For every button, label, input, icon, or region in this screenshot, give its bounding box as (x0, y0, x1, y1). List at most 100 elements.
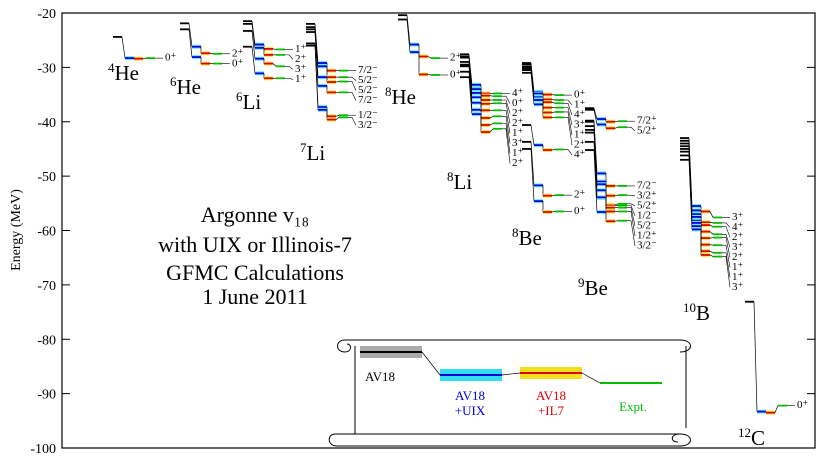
legend-connector (501, 372, 521, 376)
spin-label: 1⁺ (732, 261, 744, 273)
connector (142, 57, 147, 60)
spin-label: 0⁺ (232, 57, 244, 69)
spin-label: 7/2⁻ (358, 64, 378, 76)
label-leader (627, 194, 636, 197)
connector (406, 15, 411, 45)
connector (188, 23, 193, 47)
spin-label: 4⁺ (574, 149, 586, 161)
spin-label: 0⁺ (512, 97, 524, 109)
connector (530, 70, 535, 101)
connector (753, 301, 758, 412)
nucleus-mass: 6 (236, 89, 243, 104)
connector (272, 63, 277, 67)
label-leader (564, 111, 573, 136)
connector (709, 224, 714, 228)
title-line: GFMC Calculations (166, 260, 344, 285)
label-leader (627, 203, 636, 207)
connector (709, 231, 714, 235)
spin-label: 2⁺ (574, 189, 586, 201)
spin-label: 7/2⁺ (637, 115, 657, 127)
label-leader (285, 54, 294, 60)
nucleus-group: 7/2⁺5/2⁺7/2⁻3/2⁺5/2⁺1/2⁻5/2⁻1/2⁺3/2⁻9Be (578, 107, 657, 300)
spin-label: 4⁺ (732, 221, 744, 233)
connector (593, 150, 598, 213)
connector (468, 66, 473, 103)
connector (551, 211, 556, 213)
spin-label: 2⁺ (450, 52, 462, 64)
spin-label: 1⁺ (295, 73, 307, 85)
connector (121, 36, 126, 59)
connector (614, 120, 619, 123)
legend-connector (421, 351, 441, 376)
spin-label: 1/2⁺ (637, 229, 657, 241)
spin-label: 5/2⁻ (637, 219, 657, 231)
connector (251, 30, 256, 59)
connector (774, 405, 779, 413)
spin-label: 2⁺ (232, 47, 244, 59)
spin-label: 2⁺ (512, 117, 524, 129)
label-leader (348, 81, 357, 91)
spin-label: 2⁺ (512, 107, 524, 119)
connector (688, 159, 693, 230)
title-line: Argonne v₁₈ (201, 202, 309, 227)
nucleus-element: Li (307, 141, 326, 165)
spin-label: 0⁺ (797, 399, 809, 411)
nucleus-mass: 12 (738, 425, 751, 440)
nucleus-label: 8Li (447, 169, 472, 194)
nucleus-group: 2⁺ 0⁺ 8He (385, 14, 462, 109)
connector (489, 102, 494, 105)
nucleus-element: Li (454, 170, 473, 194)
nucleus-group: 1⁺2⁺3⁺1⁺6Li (236, 20, 307, 114)
legend-label: AV18 (455, 388, 485, 403)
label-leader (722, 234, 731, 248)
connector (489, 95, 494, 97)
spin-label: 4⁺ (574, 109, 586, 121)
connector (468, 77, 473, 115)
nucleus-element: Be (519, 226, 542, 250)
connector (614, 203, 619, 206)
connector (530, 124, 535, 146)
legend-label: +UIX (455, 403, 486, 418)
label-leader (722, 244, 731, 268)
connector (314, 32, 319, 86)
nucleus-mass: 6 (170, 74, 177, 89)
y-tick-label: -30 (37, 61, 56, 76)
connector (335, 114, 340, 117)
y-tick-label: -40 (37, 116, 56, 131)
nucleus-label: 10B (683, 300, 710, 325)
nucleus-mass: 8 (385, 84, 392, 99)
y-tick-label: -100 (30, 442, 56, 456)
y-tick-label: -50 (37, 170, 56, 185)
label-leader (627, 211, 636, 236)
y-axis-label: Energy (MeV) (9, 189, 24, 271)
legend-label: AV18 (536, 388, 566, 403)
nucleus-mass: 8 (512, 225, 519, 240)
connector (530, 148, 535, 202)
spin-label: 3⁺ (295, 63, 307, 75)
connector (614, 194, 619, 197)
connector (406, 19, 411, 53)
title-line: 1 June 2011 (202, 284, 308, 309)
label-leader (502, 95, 511, 104)
spin-label: 1⁺ (512, 127, 524, 139)
label-leader (722, 222, 731, 228)
spin-label: 0⁺ (574, 205, 586, 217)
connector (551, 101, 556, 104)
spin-label: 0⁺ (450, 69, 462, 81)
label-leader (502, 102, 511, 124)
spin-label: 3⁺ (732, 281, 744, 293)
spin-label: 2⁺ (732, 251, 744, 263)
nucleus-element: He (392, 85, 417, 109)
spin-label: 3⁺ (512, 137, 524, 149)
label-leader (502, 128, 511, 164)
connector (251, 23, 256, 48)
nucleus-mass: 8 (447, 169, 454, 184)
label-leader (502, 123, 511, 154)
nucleus-element: He (177, 75, 202, 99)
nucleus-element: He (115, 61, 140, 85)
connector (709, 250, 714, 254)
spin-label: 3/2⁻ (637, 239, 657, 251)
connector (272, 48, 277, 50)
